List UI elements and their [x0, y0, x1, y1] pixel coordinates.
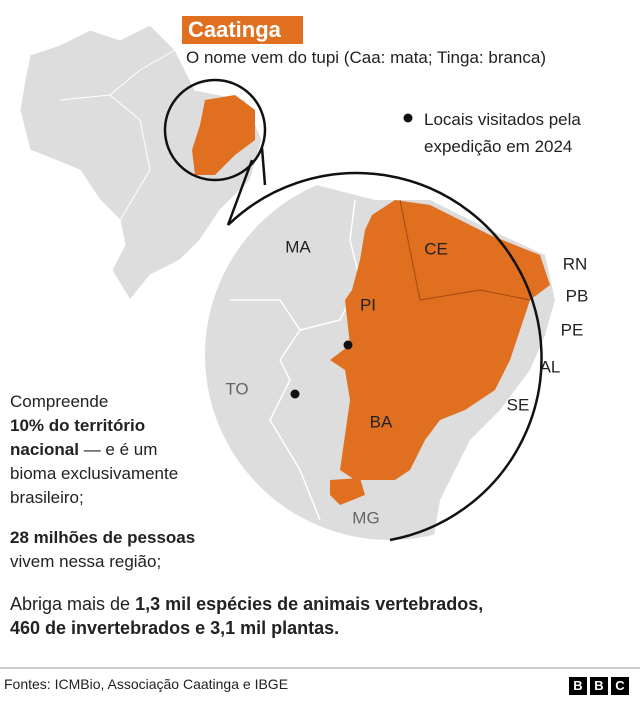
- fact-text: 460 de invertebrados e 3,1 mil plantas.: [10, 618, 340, 638]
- site-dot: [343, 340, 353, 350]
- fact-text: 28 milhões de pessoas: [10, 528, 196, 547]
- fact-text: 10% do território: [10, 416, 146, 435]
- fact-text: brasileiro;: [10, 488, 84, 507]
- state-label: PB: [566, 286, 589, 305]
- fact-text: vivem nessa região;: [10, 552, 162, 571]
- legend-dot: [403, 113, 413, 123]
- fact: Abriga mais de 1,3 mil espécies de anima…: [10, 592, 483, 640]
- fact-text: bioma exclusivamente: [10, 464, 179, 483]
- fact: 28 milhões de pessoas vivem nessa região;: [10, 526, 195, 574]
- borders: [109, 49, 176, 96]
- zoom-outline: [227, 171, 543, 542]
- fact: Compreende 10% do território nacional — e …: [10, 390, 178, 510]
- fact-line: brasileiro;: [10, 486, 178, 510]
- logo-letter: C: [611, 677, 629, 695]
- borders: [59, 94, 151, 221]
- state-label: PE: [561, 320, 584, 339]
- state-label: CE: [424, 239, 448, 258]
- state-label: TO: [225, 379, 248, 398]
- site-dot: [290, 389, 300, 399]
- borders: [399, 199, 531, 301]
- state-label: PI: [360, 295, 376, 314]
- fact-line: Abriga mais de 1,3 mil espécies de anima…: [10, 592, 483, 616]
- fact-line: Compreende: [10, 390, 178, 414]
- title: Caatinga: [182, 16, 303, 44]
- state-label: AL: [540, 357, 561, 376]
- connector: [226, 159, 254, 226]
- fact-text: — e é um: [78, 440, 158, 459]
- sources: Fontes: ICMBio, Associação Caatinga e IB…: [4, 676, 289, 692]
- zoom-circle: [163, 78, 267, 182]
- fact-text: nacional: [10, 440, 79, 459]
- caatinga-small: [192, 95, 255, 175]
- fact-line: vivem nessa região;: [10, 550, 195, 574]
- state-label: RN: [563, 254, 588, 273]
- state-label: BA: [370, 412, 393, 431]
- subtitle: O nome vem do tupi (Caa: mata; Tinga: br…: [186, 48, 547, 67]
- fact-text: 1,3 mil espécies de animais vertebrados,: [135, 594, 484, 614]
- logo-letter: B: [569, 677, 587, 695]
- caatinga: [330, 200, 550, 480]
- fact-line: nacional — e é um: [10, 438, 178, 462]
- state-label: MG: [352, 508, 379, 527]
- fact-text: Abriga mais de: [10, 594, 136, 614]
- connector: [260, 147, 267, 186]
- fact-line: 460 de invertebrados e 3,1 mil plantas.: [10, 616, 483, 640]
- borders: [269, 199, 361, 521]
- brazil: [19, 24, 263, 301]
- fact-line: 10% do território: [10, 414, 178, 438]
- fact-line: bioma exclusivamente: [10, 462, 178, 486]
- fact-line: 28 milhões de pessoas: [10, 526, 195, 550]
- fact-text: Compreende: [10, 392, 109, 411]
- borders: [230, 299, 301, 331]
- state-label: MA: [285, 237, 311, 256]
- state-label: SE: [507, 395, 530, 414]
- legend-label: Locais visitados pela expedição em 2024: [424, 110, 581, 156]
- caatinga: [330, 478, 365, 505]
- logo-letter: B: [590, 677, 608, 695]
